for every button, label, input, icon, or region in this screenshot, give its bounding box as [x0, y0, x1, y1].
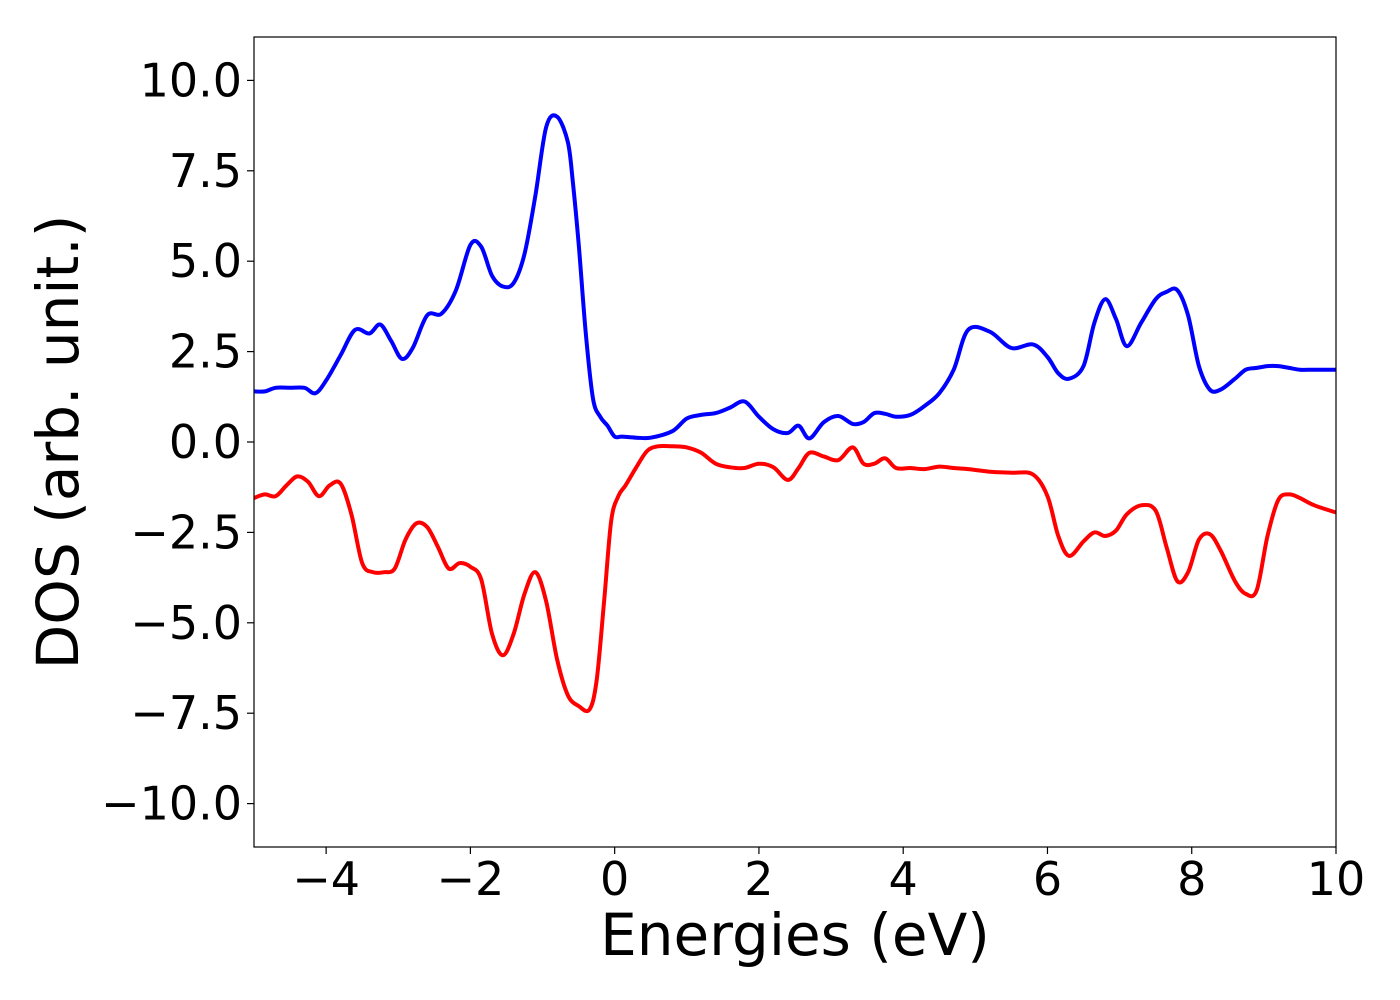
x-tick-label: −2 [436, 852, 504, 906]
x-axis-ticks: −4 −2 0 2 4 6 8 10 [292, 847, 1365, 906]
y-tick-label: 2.5 [169, 325, 242, 379]
y-tick-label: −5.0 [130, 596, 242, 650]
x-tick-label: 0 [600, 852, 629, 906]
y-tick-label: −2.5 [130, 505, 242, 559]
x-tick-label: 2 [744, 852, 773, 906]
x-tick-label: 10 [1307, 852, 1366, 906]
plot-area [254, 37, 1336, 847]
y-tick-label: 7.5 [169, 144, 242, 198]
x-tick-label: 6 [1033, 852, 1062, 906]
x-tick-label: 4 [889, 852, 918, 906]
series-line-red [254, 443, 1336, 714]
x-axis-label: Energies (eV) [600, 901, 990, 969]
y-tick-label: 5.0 [169, 234, 242, 288]
series-layer [254, 113, 1336, 714]
x-tick-label: 8 [1177, 852, 1206, 906]
y-tick-label: −7.5 [130, 686, 242, 740]
x-tick-label: −4 [292, 852, 360, 906]
y-axis-ticks: −10.0 −7.5 −5.0 −2.5 0.0 2.5 5.0 7.5 10.0 [101, 53, 254, 831]
series-line-blue [254, 113, 1336, 441]
y-tick-label: −10.0 [101, 777, 242, 831]
y-tick-label: 10.0 [140, 53, 242, 107]
y-tick-label: 0.0 [169, 415, 242, 469]
y-axis-label: DOS (arb. unit.) [24, 215, 92, 670]
